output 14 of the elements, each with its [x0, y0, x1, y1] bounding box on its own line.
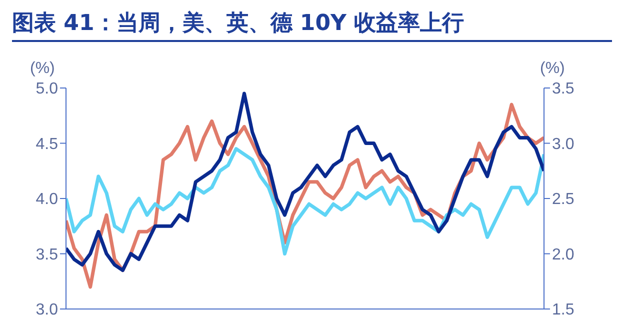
- y-axis-title: (%): [30, 60, 55, 78]
- y2-tick-label: 3.5: [552, 80, 574, 98]
- y-tick-label: 3.0: [36, 302, 58, 319]
- y2-axis-title: (%): [540, 60, 565, 78]
- line-series: [66, 147, 544, 256]
- y-tick-label: 3.5: [36, 246, 58, 264]
- y2-tick-label: 3.0: [552, 136, 574, 153]
- y-tick-label: 5.0: [36, 80, 58, 98]
- y2-tick-label: 1.5: [552, 302, 574, 319]
- y-tick-label: 4.0: [36, 191, 58, 208]
- y-tick-label: 4.5: [36, 136, 58, 153]
- y2-tick-label: 2.0: [552, 246, 574, 264]
- y2-tick-label: 2.5: [552, 191, 574, 208]
- chart-title: 图表 41：当周，美、英、德 10Y 收益率上行: [12, 10, 464, 38]
